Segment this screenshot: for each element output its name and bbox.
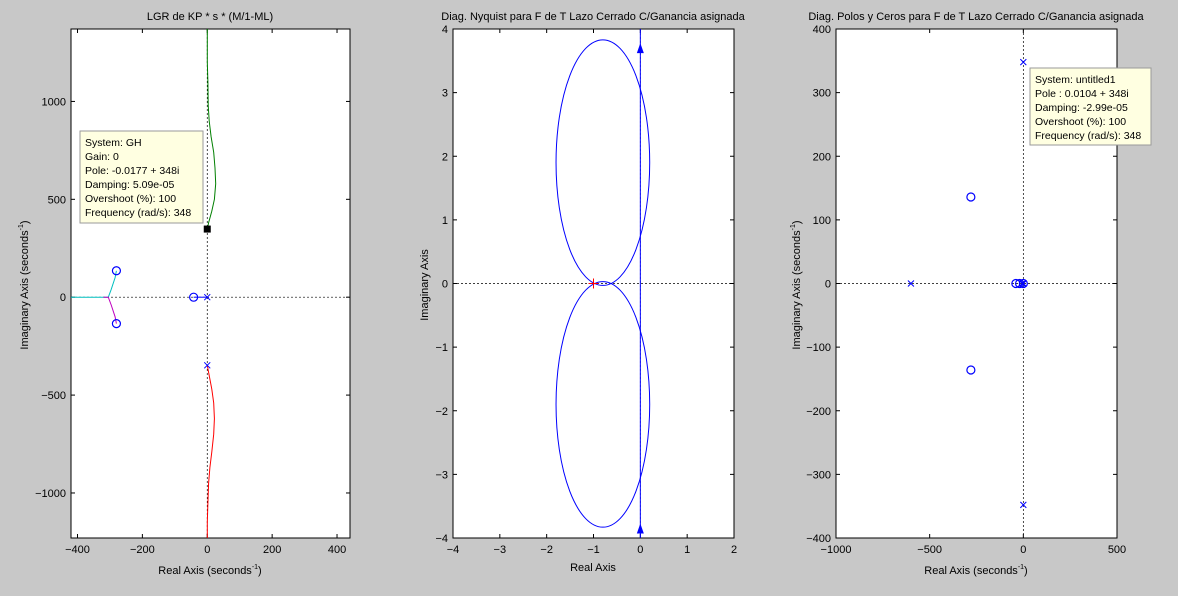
pole-zero-datatip-line: System: untitled1: [1035, 74, 1116, 86]
pole-zero-pole-marker-stroke: [907, 280, 915, 287]
pole-zero-datatip-box: [1029, 67, 1152, 146]
root-locus-xlabel: Real Axis (seconds-1): [158, 564, 261, 577]
nyquist-xtick-label: 0: [637, 544, 643, 556]
nyquist-ytick-label: −3: [435, 469, 448, 481]
nyquist-ytick-label: 4: [442, 24, 448, 36]
nyquist-ytick-label: −4: [435, 533, 448, 545]
nyquist-xtick-label: −3: [494, 544, 507, 556]
nyquist-ytick-label: 3: [442, 88, 448, 100]
pole-zero-title: Diag. Polos y Ceros para F de T Lazo Cer…: [808, 11, 1144, 23]
root-locus-zero-marker: [111, 266, 122, 276]
root-locus-datatip-box: [79, 130, 204, 224]
pole-zero-ytick-label: 400: [813, 24, 831, 36]
root-locus-datatip-line: System: GH: [85, 137, 142, 149]
nyquist-ylabel: Imaginary Axis: [419, 249, 431, 321]
root-locus-datatip-line: Frequency (rad/s): 348: [85, 207, 191, 219]
root-locus-datatip-line: Overshoot (%): 100: [85, 193, 176, 205]
root-locus-datatip[interactable]: System: GH Gain: 0 Pole: -0.0177 + 348i Dam…: [79, 130, 204, 224]
root-locus-zero-marker: [189, 292, 199, 302]
pole-zero-ytick-label: −200: [806, 406, 831, 418]
root-locus-title: LGR de KP * s * (M/1-ML): [147, 11, 273, 23]
nyquist-ytick-label: 0: [442, 279, 448, 291]
pole-zero-ytick-label: −100: [806, 342, 831, 354]
pole-zero-datatip-line: Damping: -2.99e-05: [1035, 102, 1128, 114]
pole-zero-ytick-label: 100: [813, 215, 831, 227]
root-locus-pole-marker: [203, 293, 211, 301]
pole-zero-xtick-label: 0: [1020, 544, 1026, 556]
pole-zero-pole-marker-stroke: [1019, 280, 1026, 287]
nyquist-ytick-label: 1: [442, 215, 448, 227]
nyquist-lower-loop: [555, 281, 651, 528]
pole-zero-pole-marker-stroke: [1019, 501, 1027, 509]
root-locus-ytick-label: 0: [60, 292, 66, 304]
pole-zero-xtick-label: −500: [917, 544, 942, 556]
root-locus-plot-area[interactable]: [70, 28, 351, 539]
root-locus-axes: LGR de KP * s * (M/1-ML) Real Axis (seco…: [18, 11, 351, 577]
root-locus-locus-branch: [206, 365, 215, 538]
pole-zero-ytick-label: −400: [806, 533, 831, 545]
pole-zero-pole-marker: [1019, 280, 1026, 287]
root-locus-locus-branch: [71, 270, 117, 298]
pole-zero-ytick-label: 300: [813, 88, 831, 100]
pole-zero-ytick-label: 200: [813, 151, 831, 163]
root-locus-ytick-label: −500: [41, 390, 66, 402]
nyquist-xlabel: Real Axis: [570, 562, 616, 574]
root-locus-ytick-label: 500: [48, 194, 66, 206]
nyquist-direction-arrow: [636, 43, 644, 54]
root-locus-xtick-label: 0: [204, 544, 210, 556]
nyquist-upper-loop: [555, 39, 651, 286]
nyquist-ytick-label: −2: [435, 406, 448, 418]
root-locus-xtick-label: 400: [328, 544, 346, 556]
pole-zero-datatip[interactable]: System: untitled1 Pole : 0.0104 + 348i Dam…: [1029, 67, 1152, 146]
pole-zero-xtick-label: 500: [1108, 544, 1126, 556]
pole-zero-ylabel: Imaginary Axis (seconds-1): [790, 220, 803, 349]
pole-zero-datatip-line: Overshoot (%): 100: [1035, 116, 1126, 128]
pole-zero-datatip-line: Pole : 0.0104 + 348i: [1035, 88, 1129, 100]
pole-zero-pole-marker: [1019, 58, 1027, 66]
nyquist-xtick-label: −4: [447, 544, 460, 556]
pole-zero-ytick-label: 0: [825, 279, 831, 291]
pole-zero-zero-marker: [1018, 278, 1028, 289]
root-locus-zero-marker: [111, 319, 122, 329]
pole-zero-pole-marker-stroke: [1019, 280, 1027, 287]
pole-zero-axes: Diag. Polos y Ceros para F de T Lazo Cer…: [790, 11, 1152, 577]
pole-zero-xtick-label: −1000: [821, 544, 852, 556]
nyquist-ytick-label: −1: [435, 342, 448, 354]
nyquist-xtick-label: −2: [540, 544, 553, 556]
pole-zero-pole-marker: [907, 280, 915, 287]
nyquist-title: Diag. Nyquist para F de T Lazo Cerrado C…: [441, 11, 745, 23]
root-locus-datatip-line: Damping: 5.09e-05: [85, 179, 174, 191]
root-locus-ytick-label: −1000: [35, 488, 66, 500]
root-locus-selected-point: [203, 225, 211, 233]
root-locus-ylabel: Imaginary Axis (seconds-1): [18, 220, 31, 349]
root-locus-locus-branch: [206, 29, 217, 230]
pole-zero-zero-marker: [966, 365, 976, 375]
pole-zero-datatip-line: Frequency (rad/s): 348: [1035, 130, 1141, 142]
nyquist-xtick-label: −1: [587, 544, 600, 556]
root-locus-datatip-line: Gain: 0: [85, 151, 119, 163]
pole-zero-pole-marker: [1019, 280, 1027, 287]
pole-zero-zero-marker: [966, 192, 976, 202]
pole-zero-xlabel: Real Axis (seconds-1): [924, 564, 1027, 577]
root-locus-xtick-label: −400: [65, 544, 90, 556]
nyquist-ytick-label: 2: [442, 151, 448, 163]
nyquist-direction-arrow: [636, 523, 644, 534]
root-locus-pole-marker-stroke: [203, 293, 211, 301]
root-locus-locus-branch: [103, 296, 117, 324]
root-locus-ytick-label: 1000: [42, 96, 66, 108]
pole-zero-pole-marker: [1019, 501, 1027, 509]
pole-zero-ytick-label: −300: [806, 469, 831, 481]
pole-zero-pole-marker-stroke: [1019, 58, 1027, 66]
root-locus-pole-marker: [203, 361, 211, 369]
root-locus-pole-marker-stroke: [203, 361, 211, 369]
root-locus-xtick-label: 200: [263, 544, 281, 556]
root-locus-xtick-label: −200: [130, 544, 155, 556]
nyquist-axes: Diag. Nyquist para F de T Lazo Cerrado C…: [419, 11, 746, 574]
root-locus-datatip-line: Pole: -0.0177 + 348i: [85, 165, 179, 177]
nyquist-xtick-label: 1: [684, 544, 690, 556]
nyquist-xtick-label: 2: [731, 544, 737, 556]
